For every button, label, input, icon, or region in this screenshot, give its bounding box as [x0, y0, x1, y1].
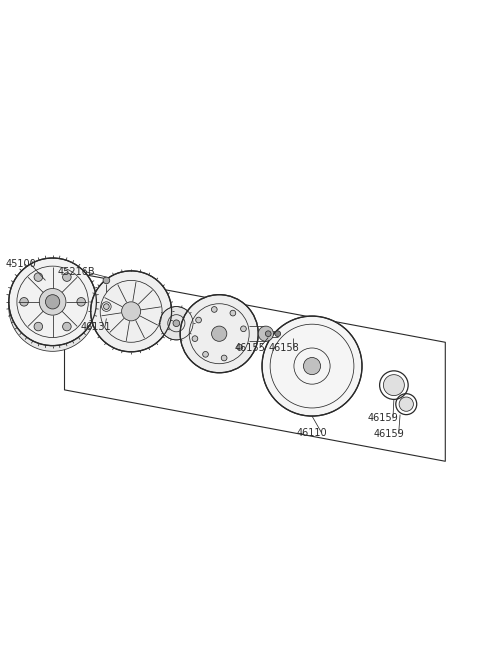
- Text: 46159: 46159: [368, 413, 399, 423]
- Ellipse shape: [275, 331, 281, 337]
- Circle shape: [34, 322, 43, 331]
- Ellipse shape: [46, 295, 60, 309]
- Circle shape: [221, 355, 227, 361]
- Circle shape: [237, 344, 243, 350]
- Ellipse shape: [265, 331, 271, 337]
- Ellipse shape: [39, 289, 66, 315]
- Text: 46155: 46155: [235, 343, 265, 353]
- Ellipse shape: [173, 320, 180, 327]
- Ellipse shape: [258, 326, 274, 341]
- Circle shape: [77, 298, 85, 306]
- Circle shape: [20, 298, 28, 306]
- Ellipse shape: [91, 271, 172, 352]
- Ellipse shape: [303, 358, 321, 375]
- Ellipse shape: [262, 316, 362, 416]
- Text: 46158: 46158: [268, 343, 299, 353]
- Ellipse shape: [212, 326, 227, 341]
- Circle shape: [62, 273, 71, 281]
- Ellipse shape: [160, 306, 193, 340]
- Text: 45216B: 45216B: [58, 267, 95, 277]
- Ellipse shape: [9, 264, 96, 352]
- Ellipse shape: [9, 258, 96, 346]
- Circle shape: [104, 304, 109, 310]
- Ellipse shape: [121, 302, 141, 321]
- Text: 46110: 46110: [297, 428, 327, 438]
- Text: 46131: 46131: [80, 321, 111, 331]
- Circle shape: [211, 306, 217, 312]
- Circle shape: [62, 322, 71, 331]
- Circle shape: [196, 318, 202, 323]
- Circle shape: [240, 326, 246, 332]
- Ellipse shape: [180, 295, 258, 373]
- Circle shape: [384, 375, 404, 396]
- Circle shape: [192, 336, 198, 342]
- Text: 46159: 46159: [374, 428, 405, 439]
- Text: 45100: 45100: [5, 258, 36, 269]
- Circle shape: [230, 310, 236, 316]
- Circle shape: [399, 397, 413, 411]
- Circle shape: [34, 273, 43, 281]
- Circle shape: [103, 277, 110, 284]
- Circle shape: [203, 352, 208, 358]
